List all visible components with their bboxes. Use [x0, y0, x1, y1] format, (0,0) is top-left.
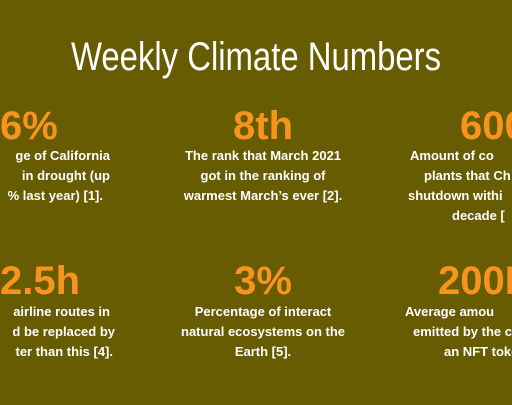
stat-number: 200I	[438, 259, 512, 303]
stat-description: airline routes in	[13, 304, 110, 319]
stat-number: 600	[460, 104, 512, 148]
stat-description: Average amou	[405, 304, 494, 319]
stat-description: decade [	[452, 208, 505, 223]
stat-description: Amount of co	[410, 148, 494, 163]
stat-description: shutdown withi	[408, 188, 503, 203]
title: Weekly Climate Numbers	[71, 35, 441, 79]
stat-description: plants that Ch	[424, 168, 511, 183]
stat-description: ge of California	[15, 148, 110, 163]
stat-description: emitted by the c	[413, 324, 512, 339]
stat-description: warmest March’s ever [2].	[183, 188, 342, 203]
stat-number: 8th	[233, 104, 293, 148]
stat-description: in drought (up	[22, 168, 110, 183]
stat-number: 6%	[0, 104, 58, 148]
stat-description: d be replaced by	[12, 324, 115, 339]
stat-description: an NFT toke	[444, 344, 512, 359]
stat-description: Earth [5].	[235, 344, 291, 359]
stat-number: 2.5h	[0, 259, 80, 303]
stat-description: Percentage of interact	[195, 304, 332, 319]
stat-description: The rank that March 2021	[185, 148, 341, 163]
stat-number: 3%	[234, 259, 292, 303]
stat-description: got in the ranking of	[201, 168, 327, 183]
stat-description: natural ecosystems on the	[181, 324, 345, 339]
stat-description: ter than this [4].	[15, 344, 113, 359]
stat-description: % last year) [1].	[8, 188, 103, 203]
